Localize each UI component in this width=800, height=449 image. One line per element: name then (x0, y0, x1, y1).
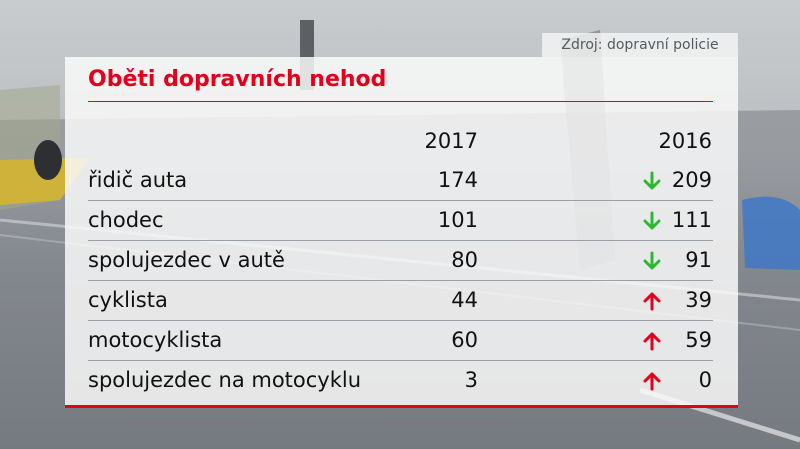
row-label: motocyklista (88, 328, 223, 352)
value-2016: 39 (685, 288, 712, 312)
title-divider (88, 101, 713, 102)
value-2016: 0 (698, 368, 712, 392)
table-panel (65, 57, 738, 405)
value-2016: 111 (671, 208, 712, 232)
value-2017: 101 (437, 208, 478, 232)
column-header-2017: 2017 (424, 129, 478, 153)
row-label: řidič auta (88, 168, 188, 192)
row-divider (88, 200, 713, 201)
row-divider (88, 280, 713, 281)
table-row: spolujezdec na motocyklu 3 0 (88, 361, 713, 401)
row-label: spolujezdec na motocyklu (88, 368, 362, 392)
row-label: chodec (88, 208, 164, 232)
panel-bottom-rule (65, 405, 738, 408)
value-2016: 91 (685, 248, 712, 272)
row-label: spolujezdec v autě (88, 248, 285, 272)
source-label: Zdroj: dopravní policie (542, 33, 738, 57)
value-2017: 80 (451, 248, 478, 272)
row-divider (88, 360, 713, 361)
table-row: řidič auta 174 209 (88, 161, 713, 201)
table-row: cyklista 44 39 (88, 281, 713, 321)
row-divider (88, 240, 713, 241)
row-label: cyklista (88, 288, 168, 312)
table-row: motocyklista 60 59 (88, 321, 713, 361)
value-2017: 3 (464, 368, 478, 392)
table-row: chodec 101 111 (88, 201, 713, 241)
arrow-up-icon (643, 332, 661, 351)
arrow-up-icon (643, 372, 661, 391)
table-row: spolujezdec v autě 80 91 (88, 241, 713, 281)
arrow-up-icon (643, 292, 661, 311)
value-2017: 174 (437, 168, 478, 192)
arrow-down-icon (643, 171, 661, 190)
column-header-2016: 2016 (658, 129, 712, 153)
table-title: Oběti dopravních nehod (88, 67, 387, 92)
value-2016: 209 (671, 168, 712, 192)
value-2017: 44 (451, 288, 478, 312)
arrow-down-icon (643, 251, 661, 270)
value-2016: 59 (685, 328, 712, 352)
row-divider (88, 320, 713, 321)
arrow-down-icon (643, 211, 661, 230)
value-2017: 60 (451, 328, 478, 352)
